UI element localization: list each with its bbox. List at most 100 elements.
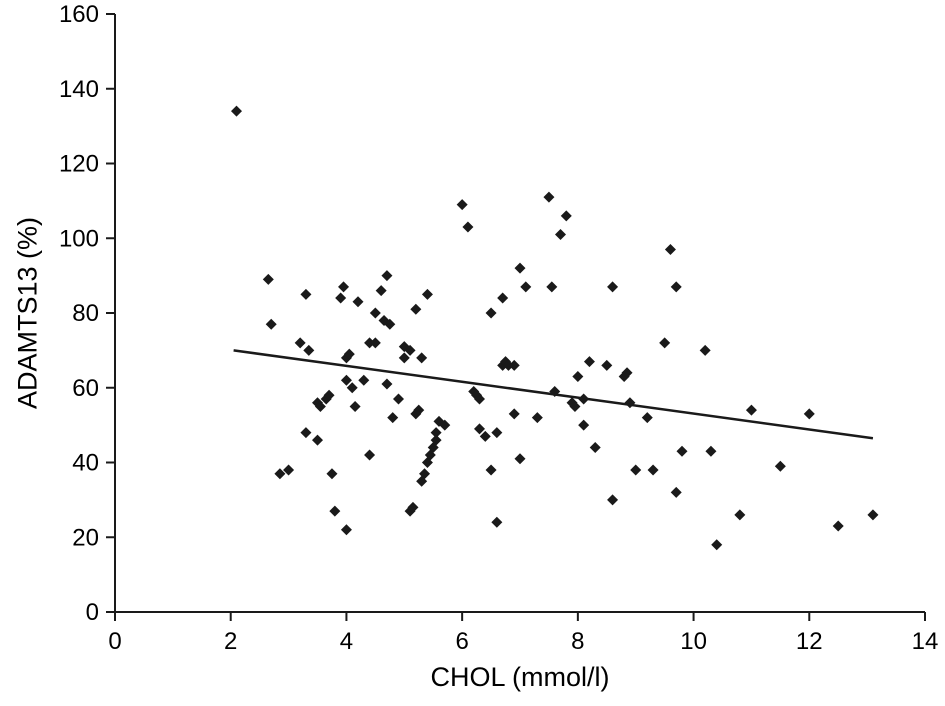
data-point [560, 210, 572, 222]
data-point [543, 191, 555, 203]
y-tick-label: 160 [59, 1, 99, 28]
data-point [312, 434, 323, 446]
data-point [479, 430, 491, 442]
y-tick-label: 80 [72, 300, 99, 327]
data-point [583, 356, 595, 368]
data-point [338, 281, 350, 293]
data-point [734, 509, 746, 521]
data-point [346, 382, 358, 394]
x-tick-label: 14 [912, 628, 939, 655]
data-point [419, 468, 431, 480]
data-point [546, 281, 558, 293]
data-point [572, 371, 584, 383]
data-point [803, 408, 815, 420]
data-point [641, 412, 653, 424]
data-point [283, 464, 295, 476]
data-point [369, 337, 381, 349]
data-point [410, 303, 422, 315]
data-point [670, 281, 682, 293]
data-point [375, 285, 387, 297]
data-point [607, 281, 619, 293]
data-point [578, 419, 590, 431]
data-point [664, 243, 676, 255]
data-point [745, 404, 757, 416]
data-point [381, 378, 393, 390]
x-tick-label: 6 [455, 628, 468, 655]
x-tick-label: 2 [224, 628, 237, 655]
x-tick-label: 10 [680, 628, 707, 655]
data-point [407, 501, 419, 513]
data-point [329, 505, 341, 517]
data-point [508, 408, 520, 420]
data-point [430, 434, 442, 446]
x-axis-title: CHOL (mmol/l) [430, 662, 610, 692]
y-tick-label: 40 [72, 450, 99, 477]
data-point [430, 427, 442, 439]
x-tick-label: 8 [571, 628, 584, 655]
data-point [474, 423, 485, 435]
data-point [274, 468, 286, 480]
data-point [413, 404, 425, 416]
data-point [832, 520, 844, 532]
data-point [323, 389, 335, 401]
data-point [335, 292, 347, 304]
data-point [294, 337, 306, 349]
data-point [497, 292, 509, 304]
data-point [549, 385, 561, 397]
data-point [300, 427, 312, 439]
data-point [514, 453, 526, 465]
data-point [699, 344, 711, 356]
x-tick-label: 0 [108, 628, 121, 655]
data-point [343, 348, 355, 360]
data-point [589, 442, 601, 454]
data-point [705, 445, 717, 457]
data-point [485, 307, 497, 319]
data-point [520, 281, 532, 293]
x-tick-label: 4 [340, 628, 353, 655]
data-point [514, 262, 526, 274]
data-point [352, 296, 364, 308]
data-point [485, 464, 497, 476]
data-point [555, 229, 566, 241]
data-point [774, 460, 786, 472]
data-point [265, 318, 277, 330]
data-point [340, 524, 352, 536]
data-point [491, 427, 503, 439]
data-point [601, 359, 613, 371]
data-point [303, 344, 315, 356]
data-point [421, 288, 433, 300]
data-point [462, 221, 474, 233]
y-tick-label: 100 [59, 225, 99, 252]
x-tick-label: 12 [796, 628, 823, 655]
data-point [300, 288, 312, 300]
data-point [393, 393, 404, 405]
data-point [364, 449, 376, 461]
data-point [621, 367, 633, 379]
data-point [381, 270, 393, 282]
data-point [491, 516, 503, 528]
data-point [508, 359, 520, 371]
y-tick-label: 140 [59, 76, 99, 103]
data-point [416, 352, 428, 364]
data-point [262, 273, 274, 285]
data-point [314, 400, 326, 412]
data-point [474, 393, 485, 405]
y-axis-title: ADAMTS13 (%) [12, 216, 43, 410]
data-point [231, 105, 242, 117]
data-point [398, 352, 410, 364]
data-point [670, 486, 682, 498]
data-point [456, 199, 468, 211]
data-point [340, 374, 352, 386]
data-point [502, 359, 514, 371]
data-point [364, 337, 376, 349]
data-point [676, 445, 688, 457]
data-point [867, 509, 879, 521]
data-point [384, 318, 396, 330]
data-point [607, 494, 619, 506]
data-point [404, 344, 416, 356]
data-point [647, 464, 659, 476]
y-tick-label: 20 [72, 524, 99, 551]
data-point [711, 539, 723, 551]
